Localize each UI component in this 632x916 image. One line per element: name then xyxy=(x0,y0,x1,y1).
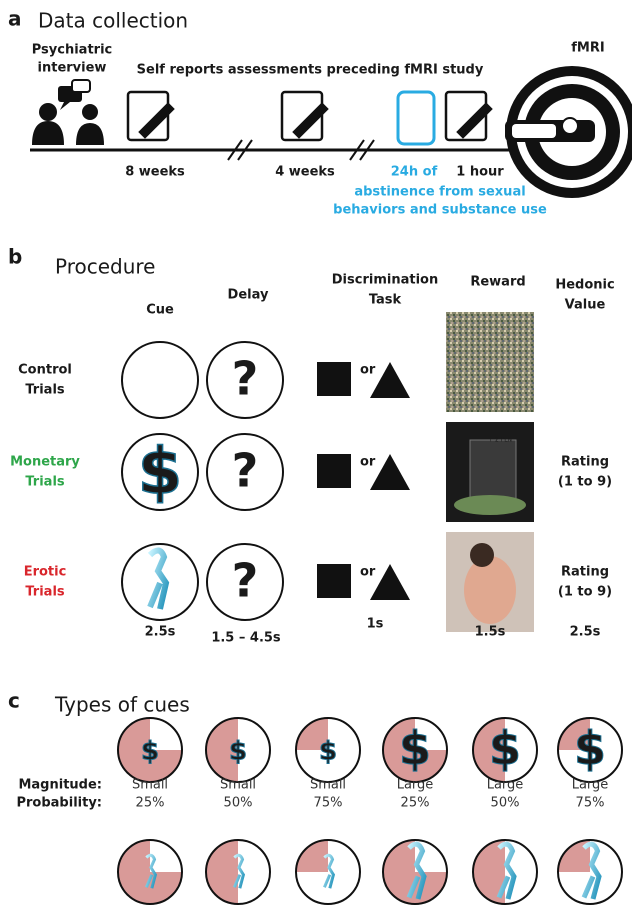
magnitude: Large xyxy=(397,778,434,793)
column-header: Reward xyxy=(470,275,525,290)
dollar-icon: $ xyxy=(399,722,431,776)
rating-label: Rating xyxy=(561,455,609,470)
trial-name: Trials xyxy=(25,475,65,490)
dollar-icon: $ xyxy=(489,722,521,776)
scanner-label: fMRI xyxy=(571,41,604,56)
probability: 50% xyxy=(491,796,520,811)
delay-symbol: ? xyxy=(232,444,259,498)
trial-name: Monetary xyxy=(10,455,80,470)
figure: $ $ $ $ $ $ a Data collection Psychiatric interv… xyxy=(0,0,632,916)
magnitude: Large xyxy=(487,778,524,793)
clipboards xyxy=(128,92,491,140)
abstinence-text: abstinence from sexual xyxy=(354,185,525,200)
column-header: Value xyxy=(565,298,606,313)
interview-label: interview xyxy=(38,61,107,76)
scanner xyxy=(505,66,632,198)
duration: 1.5 – 4.5s xyxy=(211,631,281,646)
trial-name: Erotic xyxy=(24,565,67,580)
timeline-title: Self reports assessments preceding fMRI … xyxy=(137,63,484,78)
figure-shape xyxy=(464,556,516,624)
rating-label: (1 to 9) xyxy=(558,585,612,600)
people-icon xyxy=(32,80,104,145)
abstinence-text: behaviors and substance use xyxy=(333,203,547,218)
dollar-icon: $ xyxy=(574,722,606,776)
duration: 2.5s xyxy=(570,625,601,640)
column-header: Hedonic xyxy=(555,278,614,293)
trial-name: Trials xyxy=(25,585,65,600)
or-label: or xyxy=(360,455,376,470)
interview-label: Psychiatric xyxy=(32,43,113,58)
abstinence-text: 24h of xyxy=(391,165,438,180)
probability: 25% xyxy=(401,796,430,811)
reward-noise xyxy=(446,312,534,412)
timepoint: 4 weeks xyxy=(275,165,335,180)
duration: 2.5s xyxy=(145,625,176,640)
rating-label: Rating xyxy=(561,565,609,580)
duration: 1s xyxy=(367,617,384,632)
panel-title: Types of cues xyxy=(54,693,190,717)
column-header: Task xyxy=(369,293,402,308)
money-pile xyxy=(454,495,526,515)
magnitude: Small xyxy=(220,778,256,793)
probability: 25% xyxy=(136,796,165,811)
duration: 1.5s xyxy=(475,625,506,640)
column-header: Delay xyxy=(228,288,269,303)
magnitude: Large xyxy=(572,778,609,793)
panel-title: Data collection xyxy=(38,9,188,33)
row-label: Magnitude: xyxy=(18,778,102,793)
delay-symbol: ? xyxy=(232,352,259,406)
timepoint: 8 weeks xyxy=(125,165,185,180)
panel-title: Procedure xyxy=(55,255,156,279)
column-header: Discrimination xyxy=(332,273,438,288)
cue-symbol: $ xyxy=(138,436,183,510)
probability: 75% xyxy=(576,796,605,811)
or-label: or xyxy=(360,565,376,580)
magnitude: Small xyxy=(132,778,168,793)
or-label: or xyxy=(360,363,376,378)
probability-shading xyxy=(206,840,238,904)
probability: 75% xyxy=(314,796,343,811)
reward-caption: + 2 PLN xyxy=(488,437,512,444)
panel-label: a xyxy=(8,7,22,31)
rating-label: (1 to 9) xyxy=(558,475,612,490)
abstinence-box xyxy=(398,92,434,144)
delay-symbol: ? xyxy=(232,554,259,608)
safe xyxy=(470,440,516,504)
trial-name: Trials xyxy=(25,383,65,398)
row-label: Probability: xyxy=(16,796,102,811)
timepoint: 1 hour xyxy=(456,165,504,180)
hair xyxy=(470,543,494,567)
dollar-icon: $ xyxy=(141,737,159,767)
panel-label: c xyxy=(8,689,20,713)
column-header: Cue xyxy=(146,303,174,318)
trial-name: Control xyxy=(18,363,72,378)
dollar-icon: $ xyxy=(319,737,337,767)
dollar-icon: $ xyxy=(229,737,247,767)
panel-label: b xyxy=(8,245,22,269)
probability: 50% xyxy=(224,796,253,811)
magnitude: Small xyxy=(310,778,346,793)
